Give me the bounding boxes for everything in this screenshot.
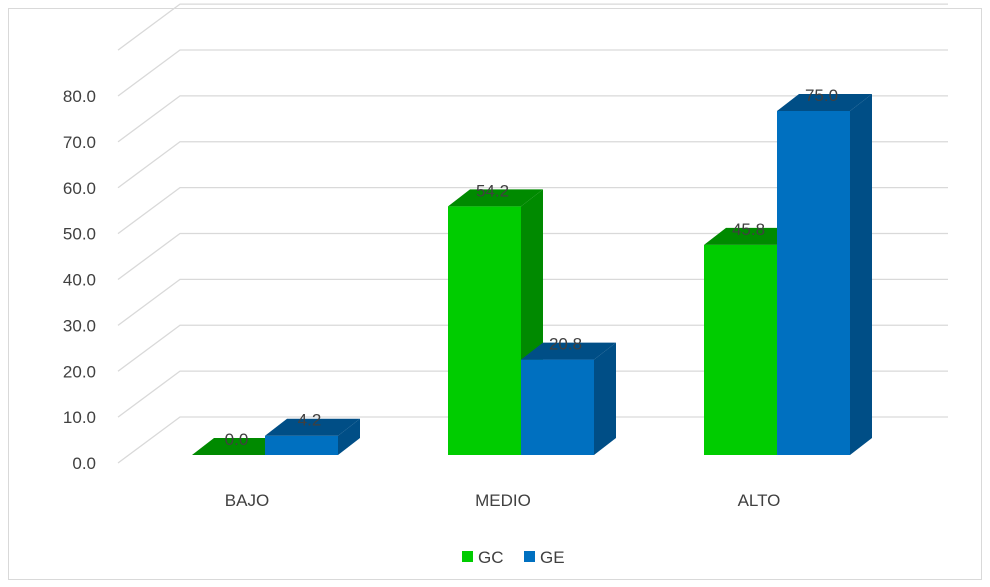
bar-gc-medio-front (448, 206, 521, 455)
y-tick-label: 50.0 (63, 225, 96, 244)
bar-ge-alto-front (777, 110, 850, 455)
bar-ge-medio-top (521, 342, 616, 360)
gridline (117, 186, 948, 235)
bar-gc-alto-top (704, 227, 799, 245)
y-tick-label: 20.0 (63, 362, 96, 381)
bar-gc-bajo-top (192, 438, 287, 455)
x-category-label: MEDIO (475, 491, 531, 510)
gridline (117, 49, 948, 97)
x-category-label: ALTO (738, 491, 781, 510)
gridline (117, 141, 948, 189)
bar-gc-medio-top (448, 189, 543, 207)
x-category-label: BAJO (225, 491, 269, 510)
bar-ge-bajo-front (265, 435, 338, 455)
bar-ge-medio-side (594, 342, 616, 455)
legend-swatch-ge (524, 551, 535, 562)
bar-ge-bajo-top (265, 418, 360, 436)
gridline (117, 278, 948, 326)
bar-ge-medio-front (521, 359, 594, 455)
y-tick-label: 60.0 (63, 179, 96, 198)
bar-ge-bajo-side (338, 418, 360, 455)
gridline (117, 3, 948, 51)
data-label: 75.0 (805, 86, 838, 105)
gridline (117, 370, 948, 418)
legend-label-ge: GE (540, 548, 565, 567)
data-label: 4.2 (298, 411, 322, 430)
data-label: 20.8 (549, 335, 582, 354)
legend-swatch-gc (462, 551, 473, 562)
data-label: 45.8 (732, 220, 765, 239)
y-tick-label: 40.0 (63, 271, 96, 290)
gridline (117, 95, 948, 143)
legend-label-gc: GC (478, 548, 504, 567)
y-tick-label: 80.0 (63, 87, 96, 106)
data-label: 0.0 (225, 430, 249, 449)
bar-gc-alto-front (704, 244, 777, 455)
gridline (117, 416, 948, 464)
y-tick-label: 0.0 (72, 454, 96, 473)
data-label: 54.2 (476, 181, 509, 200)
y-tick-label: 10.0 (63, 408, 96, 427)
bar-ge-alto-top (777, 93, 872, 111)
gridline (117, 324, 948, 372)
gridline (117, 232, 948, 281)
bar-ge-alto-side (850, 93, 872, 455)
y-tick-label: 30.0 (63, 316, 96, 335)
y-tick-label: 70.0 (63, 133, 96, 152)
